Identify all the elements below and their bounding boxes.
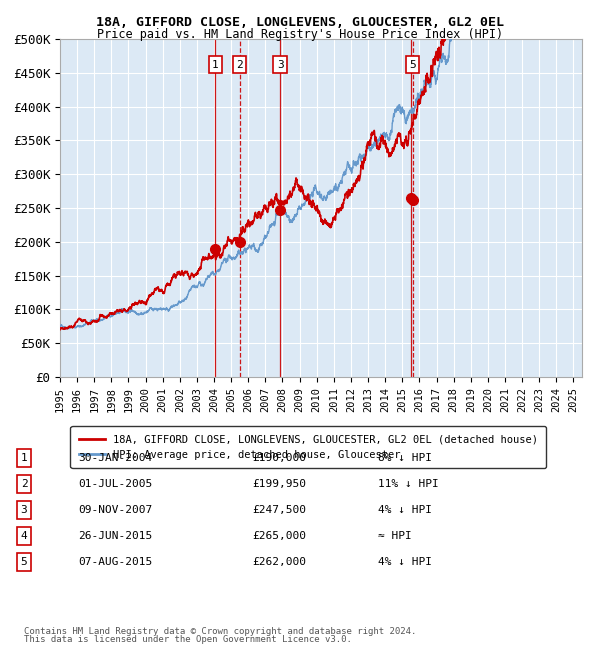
Text: 4% ↓ HPI: 4% ↓ HPI [378, 505, 432, 515]
Text: Price paid vs. HM Land Registry's House Price Index (HPI): Price paid vs. HM Land Registry's House … [97, 28, 503, 41]
Text: £262,000: £262,000 [252, 557, 306, 567]
Text: 18A, GIFFORD CLOSE, LONGLEVENS, GLOUCESTER, GL2 0EL: 18A, GIFFORD CLOSE, LONGLEVENS, GLOUCEST… [96, 16, 504, 29]
Legend: 18A, GIFFORD CLOSE, LONGLEVENS, GLOUCESTER, GL2 0EL (detached house), HPI: Avera: 18A, GIFFORD CLOSE, LONGLEVENS, GLOUCEST… [70, 426, 547, 468]
Text: £199,950: £199,950 [252, 479, 306, 489]
Text: 30-JAN-2004: 30-JAN-2004 [78, 453, 152, 463]
Text: 1: 1 [20, 453, 28, 463]
Text: 3: 3 [20, 505, 28, 515]
Text: 5: 5 [409, 60, 416, 70]
Text: This data is licensed under the Open Government Licence v3.0.: This data is licensed under the Open Gov… [24, 634, 352, 644]
Text: 26-JUN-2015: 26-JUN-2015 [78, 531, 152, 541]
Text: 09-NOV-2007: 09-NOV-2007 [78, 505, 152, 515]
Text: 4: 4 [20, 531, 28, 541]
Text: Contains HM Land Registry data © Crown copyright and database right 2024.: Contains HM Land Registry data © Crown c… [24, 627, 416, 636]
Text: £247,500: £247,500 [252, 505, 306, 515]
Text: 4% ↓ HPI: 4% ↓ HPI [378, 557, 432, 567]
Text: ≈ HPI: ≈ HPI [378, 531, 412, 541]
Text: £190,000: £190,000 [252, 453, 306, 463]
Text: 07-AUG-2015: 07-AUG-2015 [78, 557, 152, 567]
Text: 2: 2 [20, 479, 28, 489]
Text: 01-JUL-2005: 01-JUL-2005 [78, 479, 152, 489]
Text: 2: 2 [236, 60, 243, 70]
Text: 8% ↓ HPI: 8% ↓ HPI [378, 453, 432, 463]
Text: 1: 1 [212, 60, 219, 70]
Text: £265,000: £265,000 [252, 531, 306, 541]
Text: 3: 3 [277, 60, 283, 70]
Text: 5: 5 [20, 557, 28, 567]
Text: 11% ↓ HPI: 11% ↓ HPI [378, 479, 439, 489]
